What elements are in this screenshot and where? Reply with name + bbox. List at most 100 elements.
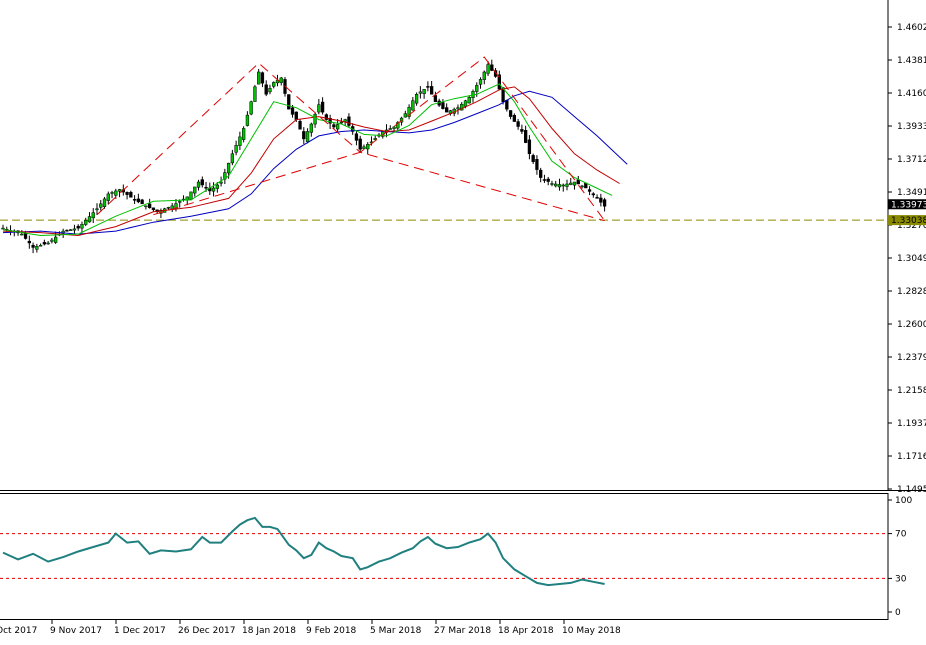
- candle-body: [38, 244, 43, 247]
- candle-body: [599, 197, 603, 203]
- candle-body: [366, 144, 370, 150]
- candle-body: [373, 138, 377, 140]
- candle-body: [215, 184, 219, 189]
- candle-body: [546, 178, 550, 182]
- candle-body: [35, 246, 39, 250]
- oscillator-levels: [0, 533, 888, 579]
- price-tick-label: 1.34910: [897, 188, 926, 198]
- time-tick-label: 9 Feb 2018: [306, 626, 357, 636]
- price-label-2: 1.33038: [891, 216, 926, 226]
- candle-body: [61, 230, 65, 234]
- price-tick-label: 1.17165: [897, 452, 926, 462]
- price-tick-label: 1.32700: [897, 221, 926, 231]
- candle-body: [249, 101, 253, 115]
- oscillator-line: [2, 516, 605, 587]
- candle-body: [279, 77, 283, 83]
- time-tick-label: 18 Jan 2018: [242, 626, 296, 636]
- candle-body: [554, 183, 558, 187]
- candle-body: [347, 116, 351, 126]
- candle-body: [433, 95, 438, 102]
- candle-body: [305, 131, 310, 142]
- candle-body: [557, 184, 562, 188]
- candle-body: [151, 207, 156, 211]
- candle-body: [339, 121, 344, 124]
- candle-body: [388, 128, 392, 130]
- price-tick-label: 1.39330: [897, 122, 926, 132]
- candle-body: [396, 122, 400, 129]
- candle-body: [531, 155, 535, 162]
- candle-body: [550, 183, 554, 185]
- price-label-box-2: [888, 215, 926, 226]
- candle-body: [407, 106, 411, 117]
- candle-body: [516, 121, 520, 127]
- candle-body: [196, 181, 201, 188]
- candle-body: [335, 124, 340, 130]
- candle-body: [392, 126, 396, 129]
- candle-body: [302, 131, 306, 140]
- candle-body: [467, 97, 471, 104]
- candle-body: [565, 183, 569, 187]
- time-tick-label: 26 Dec 2017: [178, 626, 236, 636]
- candle-body: [253, 86, 257, 102]
- candle-body: [91, 212, 95, 219]
- candle-body: [260, 72, 265, 84]
- price-tick-label: 1.43815: [897, 56, 926, 66]
- candle-body: [166, 207, 171, 209]
- candle-body: [497, 74, 501, 90]
- price-tick-label: 1.26005: [897, 320, 926, 330]
- candle-body: [358, 138, 362, 150]
- candle-body: [561, 184, 565, 187]
- price-tick-label: 1.28280: [897, 287, 926, 297]
- candle-body: [512, 115, 517, 122]
- candle-body: [572, 181, 577, 186]
- candle-body: [1, 227, 5, 230]
- candle-body: [102, 198, 107, 207]
- price-tick-label: 1.41605: [897, 89, 926, 99]
- price-tick-label: 1.19375: [897, 419, 926, 429]
- candle-body: [287, 94, 291, 110]
- candle-body: [580, 185, 584, 188]
- candle-body: [42, 242, 47, 245]
- time-tick-label: 10 May 2018: [562, 626, 621, 636]
- time-tick-label: 1 Dec 2017: [114, 626, 166, 636]
- time-tick-label: 9 Nov 2017: [50, 626, 102, 636]
- price-tick-label: 1.30490: [897, 254, 926, 264]
- candle-body: [587, 189, 592, 192]
- ma-slow-line: [2, 90, 628, 235]
- candle-body: [110, 192, 114, 194]
- osc-path: [2, 516, 605, 587]
- candle-body: [309, 123, 313, 133]
- ma-fast-line: [2, 83, 613, 237]
- price-label-1: 1.33973: [891, 200, 926, 210]
- candle-body: [185, 196, 189, 201]
- candle-body: [204, 186, 208, 189]
- candle-body: [72, 228, 77, 231]
- candle-body: [223, 172, 227, 180]
- candle-body: [478, 79, 483, 85]
- candle-body: [87, 216, 92, 223]
- candle-body: [84, 220, 88, 225]
- candle-body: [317, 104, 321, 113]
- candle-body: [602, 199, 607, 207]
- candle-body: [114, 190, 118, 196]
- candle-body: [245, 114, 250, 126]
- candle-body: [27, 240, 31, 244]
- candle-body: [445, 107, 449, 113]
- candle-body: [505, 99, 509, 110]
- candle-body: [324, 114, 329, 120]
- candle-body: [482, 71, 486, 80]
- price-tick-label: 1.14955: [897, 485, 926, 495]
- candle-body: [241, 128, 246, 140]
- price-tick-label: 1.37120: [897, 155, 926, 165]
- candle-body: [65, 229, 69, 232]
- candle-body: [290, 107, 295, 115]
- candle-body: [31, 244, 35, 248]
- candle-body: [69, 229, 73, 231]
- candle-body: [147, 203, 152, 209]
- candle-body: [226, 162, 231, 174]
- candle-body: [144, 205, 148, 208]
- candle-body: [106, 193, 110, 201]
- candle-body: [414, 94, 419, 104]
- osc-tick-label: 30: [895, 574, 907, 584]
- candle-body: [441, 102, 445, 109]
